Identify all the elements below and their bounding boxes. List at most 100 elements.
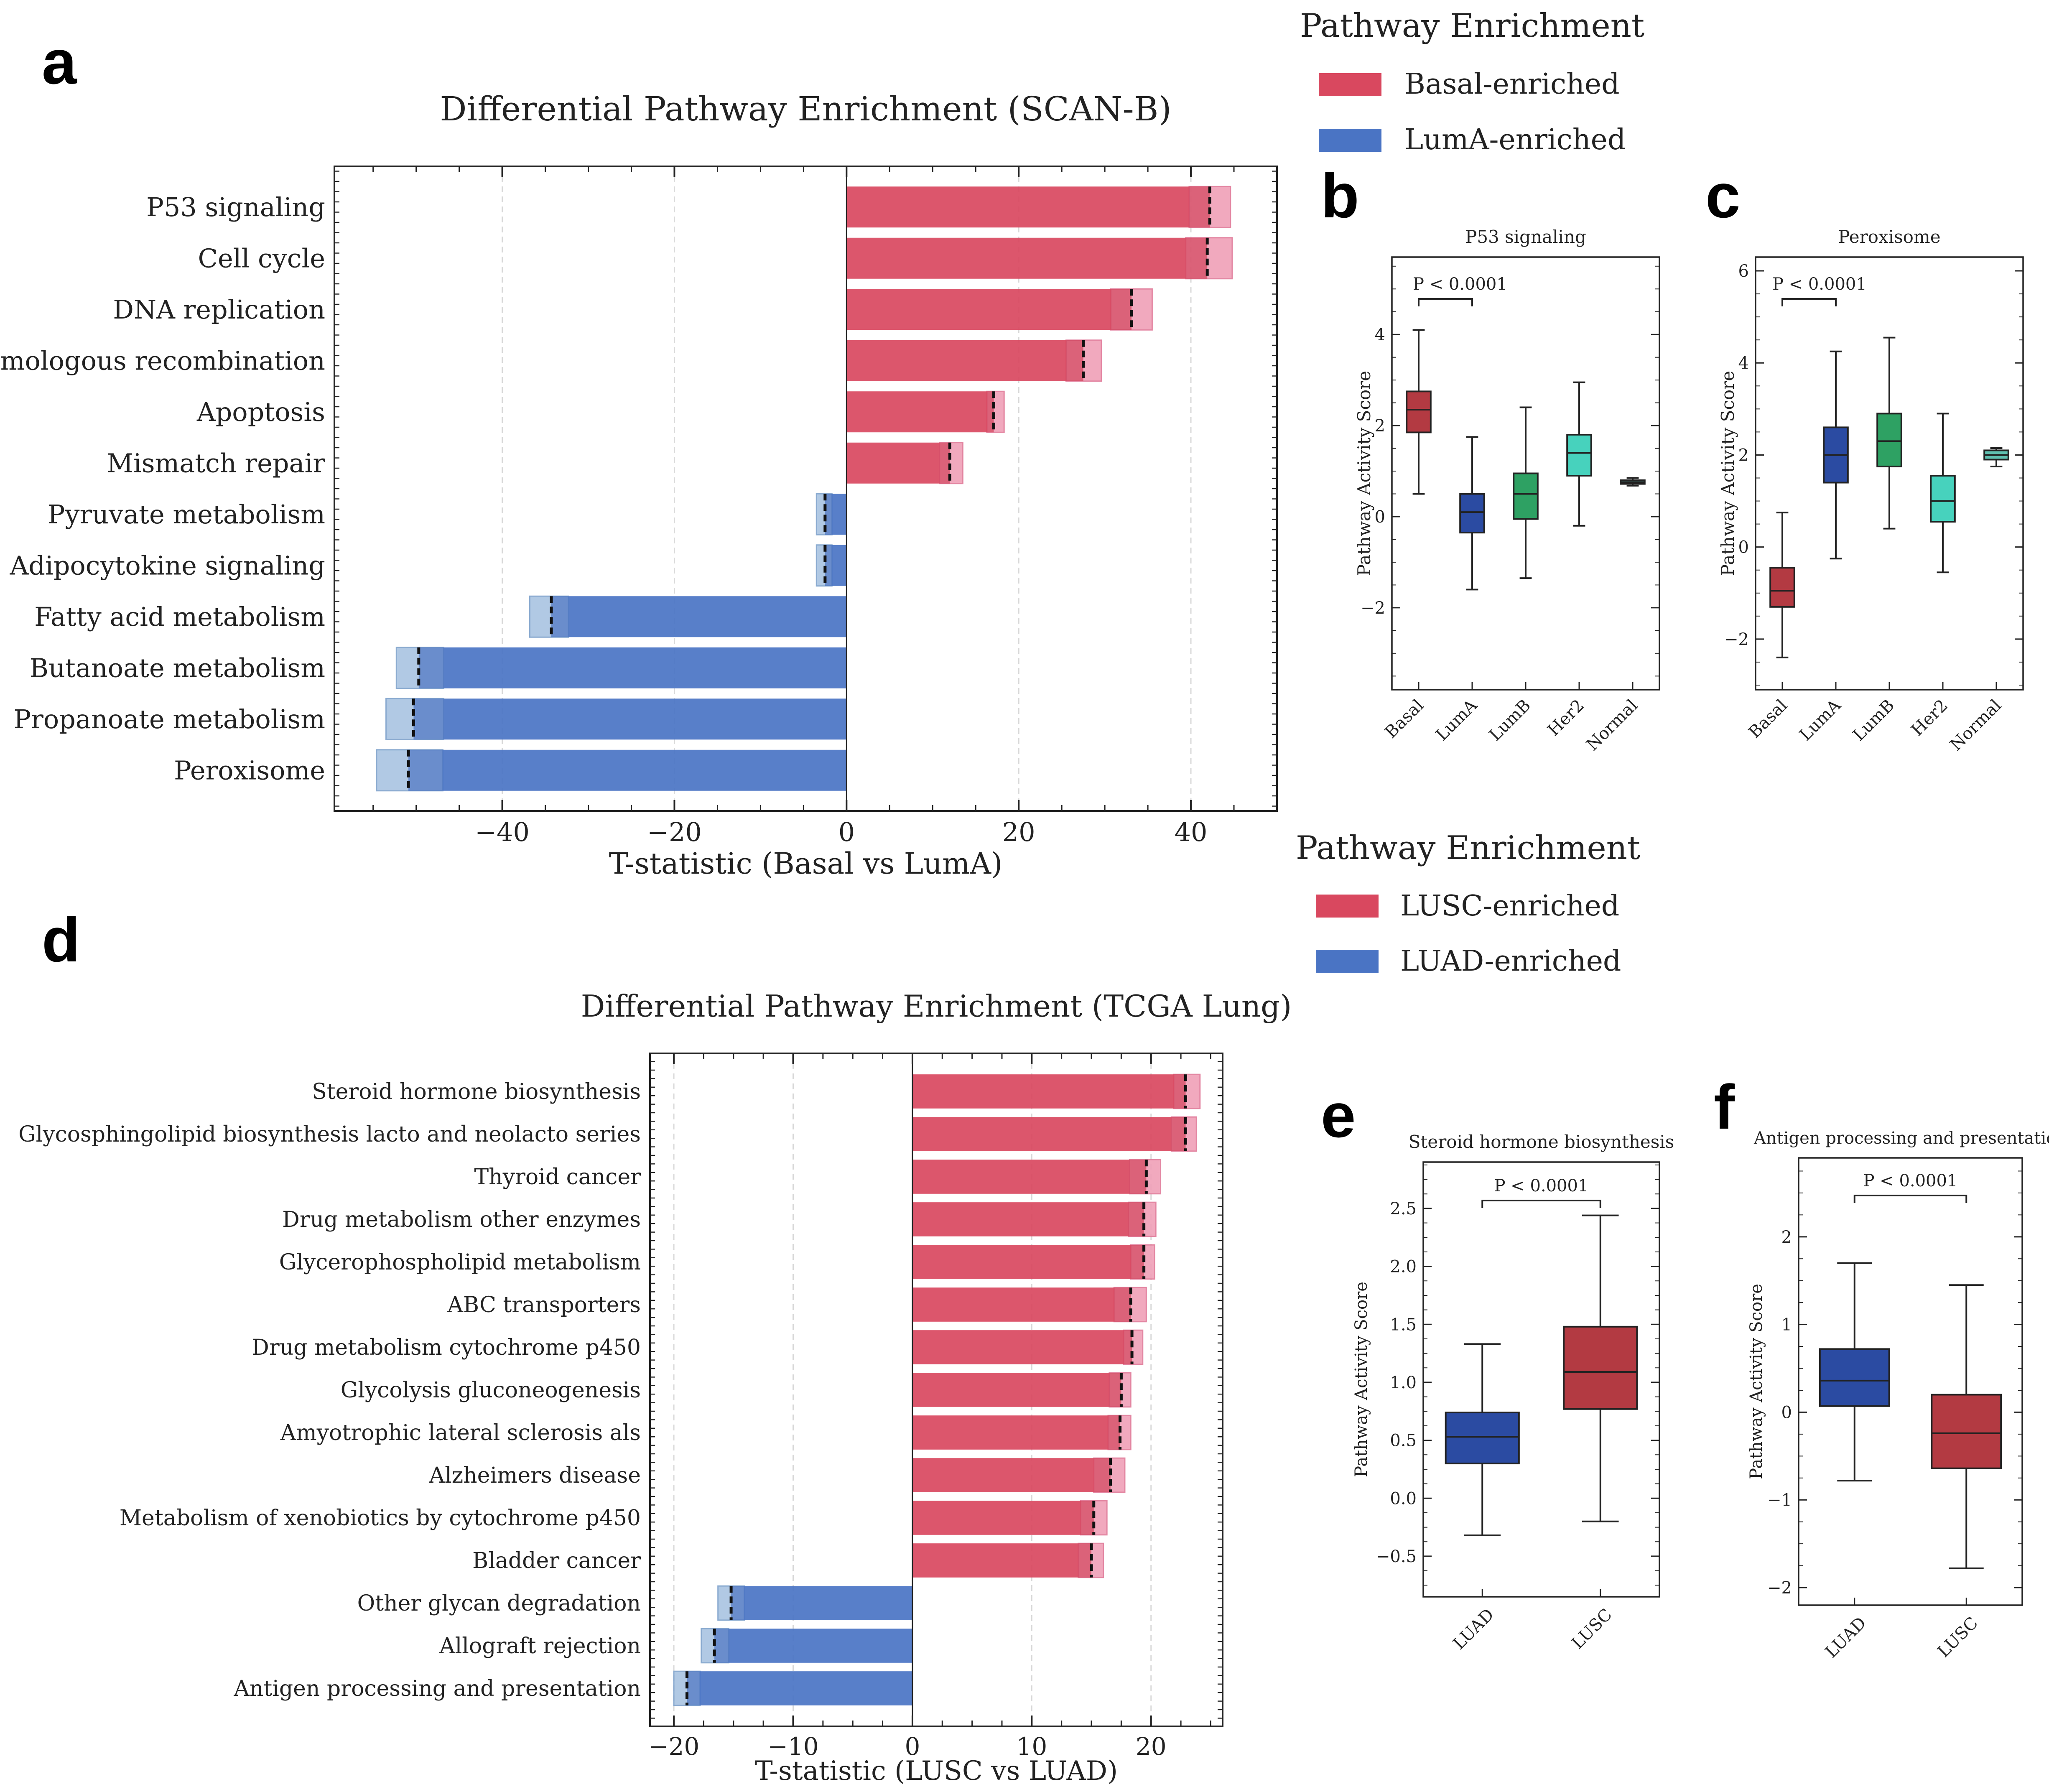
box — [1876, 413, 1902, 467]
legend-d-swatch-blue — [1316, 950, 1379, 973]
category-label: Thyroid cancer — [474, 1165, 641, 1190]
x-tick-label: 0 — [905, 1732, 920, 1761]
category-label: Metabolism of xenobiotics by cytochrome … — [120, 1506, 641, 1531]
bar — [912, 1074, 1174, 1109]
x-tick-label: Normal — [1947, 696, 2006, 755]
box — [1931, 1394, 2002, 1469]
bar — [912, 1501, 1081, 1535]
y-tick-label: 2.5 — [1390, 1199, 1417, 1218]
bar-overlap — [986, 391, 994, 433]
bar-overlap — [1111, 289, 1132, 330]
y-tick-label: 1.5 — [1390, 1315, 1417, 1334]
legend-a-title: Pathway Enrichment — [1300, 7, 1644, 45]
bar-overlap — [714, 1629, 729, 1663]
bar — [846, 340, 1066, 381]
x-tick-label: Her2 — [1544, 696, 1588, 740]
chart-title: Antigen processing and presentation — [1753, 1129, 2049, 1148]
bar-overlap — [1108, 1415, 1120, 1450]
legend-d: Pathway Enrichment LUSC-enriched LUAD-en… — [1296, 829, 1640, 978]
x-tick-label: Basal — [1381, 696, 1427, 742]
category-label: Antigen processing and presentation — [233, 1676, 641, 1701]
bar-overlap — [1189, 186, 1210, 228]
chart-title: Differential Pathway Enrichment (SCAN-B) — [440, 89, 1171, 128]
bar — [912, 1245, 1131, 1279]
plot-frame — [1755, 256, 2024, 691]
category-label: Amyotrophic lateral sclerosis als — [280, 1420, 641, 1445]
x-tick-label: LumA — [1432, 696, 1481, 745]
bar — [846, 186, 1189, 228]
bar-overlap — [1093, 1458, 1111, 1492]
y-tick-label: 2 — [1738, 446, 1749, 465]
category-label: Pyruvate metabolism — [48, 499, 325, 530]
y-tick-label: 0 — [1738, 538, 1749, 557]
y-tick-label: 2 — [1375, 416, 1385, 436]
legend-a-item-basal: Basal-enriched — [1404, 68, 1620, 101]
bar-overlap — [1173, 1074, 1186, 1109]
x-tick-label: −20 — [648, 1732, 699, 1761]
category-label: Propanoate metabolism — [13, 704, 325, 734]
legend-d-title: Pathway Enrichment — [1296, 829, 1640, 867]
legend-d-swatch-red — [1316, 895, 1379, 918]
y-tick-label: −1 — [1767, 1491, 1792, 1510]
panel-letter-e: e — [1321, 1080, 1356, 1150]
x-tick-label: LUSC — [1568, 1605, 1616, 1653]
box — [1459, 493, 1485, 534]
x-tick-label: Normal — [1583, 696, 1642, 755]
bar — [700, 1671, 912, 1705]
x-tick-label: LUAD — [1822, 1614, 1870, 1662]
x-tick-label: LUAD — [1449, 1605, 1498, 1654]
chart-a-scanb-bar: Differential Pathway Enrichment (SCAN-B)… — [0, 89, 1278, 881]
p-value-annotation: P < 0.0001 — [1772, 275, 1867, 294]
x-tick-label: LumB — [1849, 696, 1898, 745]
bar-overlap — [731, 1586, 744, 1620]
category-label: Drug metabolism cytochrome p450 — [252, 1335, 641, 1360]
bar-overlap — [1128, 1202, 1144, 1236]
plot-frame — [1422, 1161, 1660, 1598]
bar — [443, 749, 847, 791]
bar-overlap — [825, 545, 832, 586]
y-tick-label: 4 — [1738, 354, 1749, 373]
x-axis-label: T-statistic (Basal vs LumA) — [609, 846, 1003, 881]
p-value-annotation: P < 0.0001 — [1413, 275, 1507, 294]
x-axis-label: T-statistic (LUSC vs LUAD) — [755, 1756, 1118, 1787]
bar-overlap — [687, 1671, 700, 1705]
chart-e-steroid-box: Steroid hormone biosynthesis LUAD LUSC P < … — [1352, 1132, 1674, 1653]
y-tick-label: −2 — [1724, 630, 1749, 649]
bar-overlap — [1131, 1245, 1144, 1279]
category-label: Cell cycle — [198, 243, 326, 273]
y-tick-label: 2 — [1781, 1228, 1792, 1247]
p-value-annotation: P < 0.0001 — [1863, 1171, 1958, 1190]
box — [1406, 390, 1432, 433]
bar — [846, 391, 987, 433]
x-tick-label: 0 — [838, 817, 855, 847]
y-tick-label: 0.5 — [1390, 1431, 1417, 1450]
x-tick-label: LumA — [1796, 696, 1845, 745]
box — [1513, 472, 1539, 520]
y-tick-label: 0.0 — [1390, 1489, 1417, 1508]
bar — [568, 596, 847, 637]
bar-overlap — [1129, 1160, 1147, 1194]
y-tick-label: −2 — [1767, 1578, 1792, 1598]
chart-title: Differential Pathway Enrichment (TCGA Lu… — [581, 989, 1292, 1024]
bar — [729, 1629, 912, 1663]
y-axis-label: Pathway Activity Score — [1354, 371, 1374, 576]
bar — [912, 1458, 1094, 1492]
category-label: Glycolysis gluconeogenesis — [341, 1378, 641, 1403]
box — [1563, 1326, 1638, 1410]
category-label: Butanoate metabolism — [29, 653, 325, 683]
category-label: Alzheimers disease — [429, 1463, 641, 1488]
bar-overlap — [413, 698, 444, 740]
bar-overlap — [408, 749, 443, 791]
bar-overlap — [1124, 1330, 1132, 1364]
bar — [443, 698, 847, 740]
bar-overlap — [1078, 1543, 1092, 1578]
bar — [912, 1415, 1108, 1450]
bar-overlap — [418, 647, 444, 688]
significance-bracket — [1418, 298, 1473, 306]
bar — [832, 545, 847, 586]
y-tick-label: −2 — [1361, 599, 1385, 618]
panel-letter-f: f — [1714, 1072, 1735, 1142]
